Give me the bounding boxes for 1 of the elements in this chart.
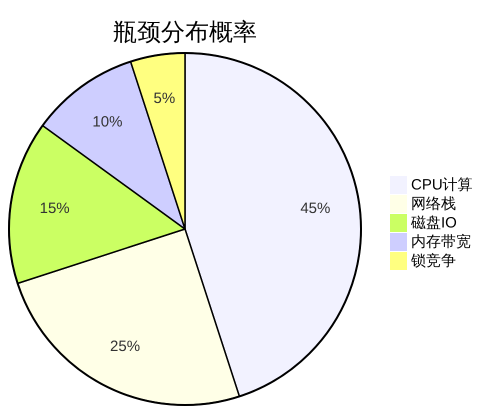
title: 瓶颈分布概率 [113,19,257,46]
